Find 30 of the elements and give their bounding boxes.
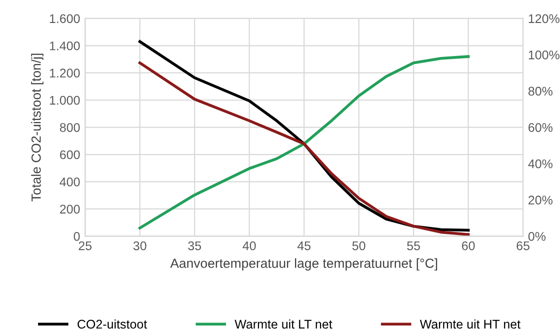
- legend-label: Warmte uit HT net: [420, 319, 520, 329]
- y2-tick-label: 120%: [528, 14, 560, 24]
- y2-tick-label: 100%: [528, 50, 560, 60]
- x-tick-label: 35: [188, 241, 202, 250]
- y-tick-label: 0: [74, 232, 80, 241]
- y2-tick-label: 40%: [528, 159, 552, 168]
- x-tick-label: 45: [297, 241, 311, 250]
- y2-tick-label: 60%: [528, 123, 552, 132]
- y-tick-label: 1.600: [50, 14, 80, 24]
- y-tick-label: 1.200: [50, 68, 80, 78]
- legend-label: Warmte uit LT net: [234, 319, 332, 329]
- y-tick-label: 1.000: [50, 96, 80, 105]
- x-tick-label: 30: [133, 241, 146, 250]
- y-tick-label: 400: [60, 178, 80, 186]
- x-tick-label: 40: [242, 241, 256, 250]
- legend-label: CO2-uitstoot: [78, 319, 148, 329]
- x-tick-label: 25: [78, 241, 92, 250]
- x-tick-label: 65: [516, 241, 530, 250]
- y-tick-label: 200: [60, 204, 80, 214]
- y-axis-title: Totale CO2-uitstoot [ton/j]: [31, 54, 44, 202]
- x-axis-title: Aanvoertemperatuur lage temperatuurnet [°C]: [170, 258, 438, 271]
- y2-tick-label: 0%: [528, 232, 546, 241]
- y-tick-label: 1.400: [50, 41, 80, 50]
- y-tick-label: 600: [60, 150, 80, 160]
- y2-tick-label: 20%: [528, 196, 552, 205]
- x-tick-label: 50: [352, 241, 366, 250]
- y-tick-label: 800: [60, 123, 80, 132]
- x-tick-label: 60: [462, 241, 475, 250]
- y2-tick-label: 80%: [528, 86, 552, 96]
- x-tick-label: 55: [407, 241, 420, 250]
